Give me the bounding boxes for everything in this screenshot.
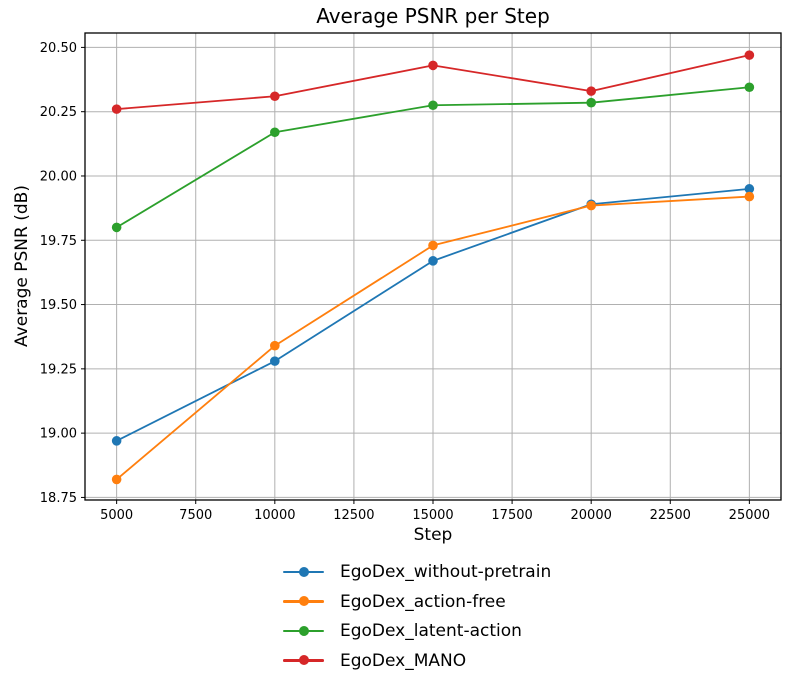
y-tick-label: 20.00 (40, 169, 77, 184)
x-tick-label: 12500 (333, 508, 374, 523)
legend-dot-icon (298, 566, 309, 577)
data-point-marker (428, 100, 438, 111)
legend-label: EgoDex_action-free (340, 591, 506, 612)
legend-line-marker-icon (283, 566, 324, 577)
legend-line-marker-icon (283, 655, 324, 666)
data-point-marker (428, 60, 438, 71)
chart-title: Average PSNR per Step (316, 4, 550, 28)
x-tick-label: 7500 (179, 508, 212, 523)
y-axis-label: Average PSNR (dB) (12, 185, 32, 347)
data-point-marker (428, 256, 438, 266)
line-chart: 5000 7500 10000 12500 15000 17500 20000 22500 25… (40, 32, 782, 523)
data-point-marker (111, 104, 122, 114)
data-point-marker (270, 91, 280, 102)
legend-label: EgoDex_without-pretrain (340, 562, 552, 582)
data-point-marker (111, 222, 122, 233)
data-point-marker (744, 82, 755, 93)
legend-label: EgoDex_MANO (340, 650, 467, 671)
data-point-marker (111, 474, 122, 485)
y-tick-label: 19.75 (40, 234, 77, 249)
data-point-marker (744, 191, 755, 202)
legend-dot-icon (298, 655, 309, 666)
legend-dot-icon (298, 625, 309, 636)
legend-dot-icon (298, 596, 309, 607)
y-tick-label: 19.00 (40, 427, 77, 442)
legend-item: EgoDex_latent-action (283, 620, 551, 642)
legend-line-marker-icon (283, 625, 324, 636)
data-point-marker (586, 97, 596, 108)
data-point-marker (428, 240, 438, 251)
legend-item: EgoDex_action-free (283, 591, 551, 613)
data-point-marker (586, 86, 596, 96)
x-axis-label: Step (413, 525, 453, 545)
y-tick-label: 20.50 (40, 41, 77, 56)
data-point-marker (744, 184, 755, 194)
y-tick-label: 20.25 (40, 105, 77, 120)
x-tick-label: 22500 (650, 508, 691, 523)
data-point-marker (586, 200, 596, 211)
data-point-marker (111, 436, 122, 446)
x-tick-label: 10000 (254, 508, 295, 523)
data-point-marker (270, 340, 280, 351)
legend: EgoDex_without-pretrain EgoDex_action-fr… (283, 561, 551, 679)
legend-item: EgoDex_without-pretrain (283, 561, 551, 583)
y-tick-label: 18.75 (40, 491, 77, 506)
data-point-marker (270, 127, 280, 138)
x-tick-label: 20000 (571, 508, 612, 523)
x-tick-label: 15000 (412, 508, 453, 523)
data-point-marker (270, 356, 280, 366)
x-tick-label: 17500 (491, 508, 532, 523)
x-tick-label: 25000 (729, 508, 770, 523)
x-tick-label: 5000 (100, 508, 133, 523)
legend-item: EgoDex_MANO (283, 650, 551, 672)
legend-label: EgoDex_latent-action (340, 621, 522, 641)
legend-line-marker-icon (283, 596, 324, 607)
y-tick-label: 19.50 (40, 298, 77, 313)
y-tick-label: 19.25 (40, 362, 77, 377)
data-point-marker (744, 50, 755, 60)
